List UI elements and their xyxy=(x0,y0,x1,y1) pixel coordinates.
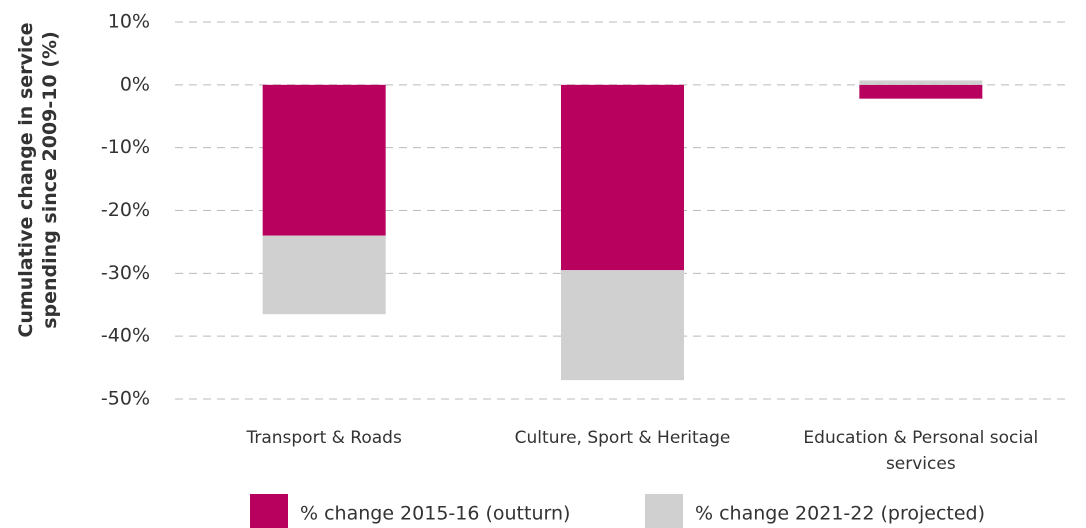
bar xyxy=(859,84,983,99)
y-tick-label: -40% xyxy=(101,325,150,347)
bar xyxy=(859,80,983,85)
y-tick-label: 0% xyxy=(120,73,150,95)
bar xyxy=(561,84,684,271)
bar xyxy=(262,235,386,315)
y-tick-label: -10% xyxy=(101,136,150,158)
legend-swatch xyxy=(645,494,683,528)
y-tick-label: -30% xyxy=(101,262,150,284)
y-tick-label: -20% xyxy=(101,199,150,221)
x-tick-label: Culture, Sport & Heritage xyxy=(514,428,731,448)
legend-label: % change 2015-16 (outturn) xyxy=(300,503,570,525)
bar xyxy=(561,270,684,381)
x-tick-label: Education & Personal social services xyxy=(803,428,1039,474)
y-axis-label: Cumulative change in service spending si… xyxy=(15,22,61,338)
y-tick-label: -50% xyxy=(101,388,150,410)
x-tick-label: Transport & Roads xyxy=(246,428,402,448)
legend-swatch xyxy=(250,494,288,528)
y-tick-label: 10% xyxy=(108,11,150,33)
legend-label: % change 2021-22 (projected) xyxy=(695,503,985,525)
bar xyxy=(262,84,386,236)
